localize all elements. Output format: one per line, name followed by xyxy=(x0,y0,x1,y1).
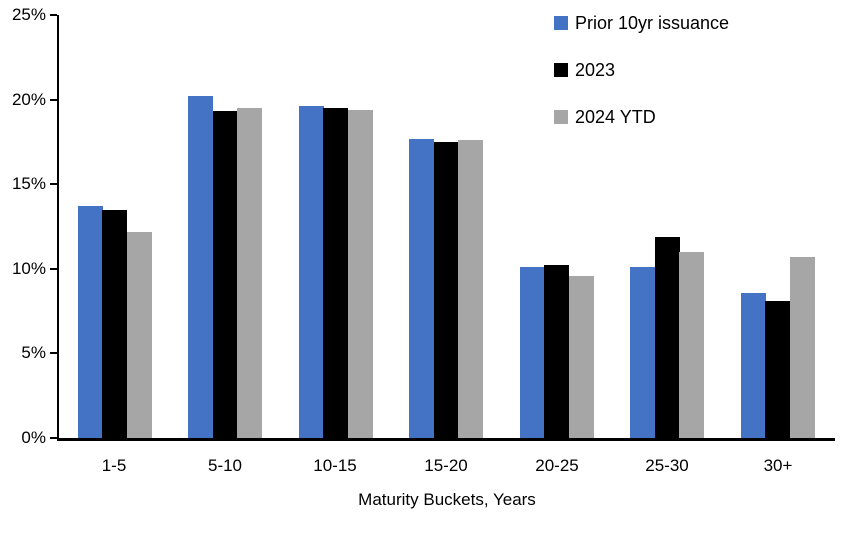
y-tick-mark xyxy=(50,183,57,186)
bar-prior-10yr-issuance-5-10 xyxy=(188,96,213,438)
legend-item-prior-10yr: Prior 10yr issuance xyxy=(554,10,729,36)
bar-prior-10yr-issuance-30+ xyxy=(741,292,766,438)
y-tick-mark xyxy=(50,437,57,439)
x-axis-title: Maturity Buckets, Years xyxy=(358,490,536,509)
legend-label: Prior 10yr issuance xyxy=(575,12,730,33)
bar-2023-15-20 xyxy=(434,141,459,438)
bar-2024-ytd-5-10 xyxy=(237,108,262,438)
bar-prior-10yr-issuance-25-30 xyxy=(630,267,655,438)
bar-2023-5-10 xyxy=(213,111,238,438)
legend-marker-square-icon xyxy=(554,110,568,124)
legend: Prior 10yr issuance 2023 2024 YTD xyxy=(554,10,729,151)
bar-2024-ytd-1-5 xyxy=(127,231,152,438)
bar-prior-10yr-issuance-10-15 xyxy=(299,106,324,438)
bar-2024-ytd-30+ xyxy=(790,257,815,438)
bar-2024-ytd-10-15 xyxy=(348,109,373,438)
x-tick-label: 20-25 xyxy=(535,456,579,475)
bar-prior-10yr-issuance-20-25 xyxy=(520,267,545,438)
y-tick-label: 0% xyxy=(21,428,46,447)
x-tick-label: 15-20 xyxy=(424,456,468,475)
bar-2023-30+ xyxy=(765,300,790,438)
bar-2023-20-25 xyxy=(544,265,569,438)
bar-2024-ytd-15-20 xyxy=(458,140,483,438)
y-tick-mark xyxy=(50,14,57,16)
x-tick-label: 10-15 xyxy=(313,456,357,475)
bar-prior-10yr-issuance-15-20 xyxy=(409,138,434,438)
y-tick-mark xyxy=(50,352,57,355)
x-tick-label: 25-30 xyxy=(645,456,689,475)
x-tick-label: 1-5 xyxy=(101,456,127,475)
legend-label: 2023 xyxy=(575,59,616,80)
bar-2023-1-5 xyxy=(102,209,127,438)
y-tick-mark xyxy=(50,267,57,270)
bar-prior-10yr-issuance-1-5 xyxy=(78,206,103,438)
legend-item-2024-ytd: 2024 YTD xyxy=(554,104,729,130)
x-tick-label: 30+ xyxy=(763,456,793,475)
bar-2024-ytd-25-30 xyxy=(679,251,704,438)
y-tick-label: 15% xyxy=(11,174,46,194)
legend-marker-square-icon xyxy=(554,63,568,77)
legend-marker-square-icon xyxy=(554,16,568,30)
legend-item-2023: 2023 xyxy=(554,57,729,83)
bar-2023-10-15 xyxy=(323,108,348,438)
y-tick-label: 25% xyxy=(11,5,46,24)
bar-2023-25-30 xyxy=(655,236,680,438)
y-tick-label: 20% xyxy=(11,89,46,109)
y-tick-mark xyxy=(50,98,57,101)
plot-area xyxy=(57,15,835,441)
y-tick-label: 5% xyxy=(21,343,46,363)
legend-label: 2024 YTD xyxy=(575,106,656,127)
x-tick-label: 5-10 xyxy=(207,456,243,475)
bar-2024-ytd-20-25 xyxy=(569,275,594,438)
y-tick-label: 10% xyxy=(11,258,46,278)
